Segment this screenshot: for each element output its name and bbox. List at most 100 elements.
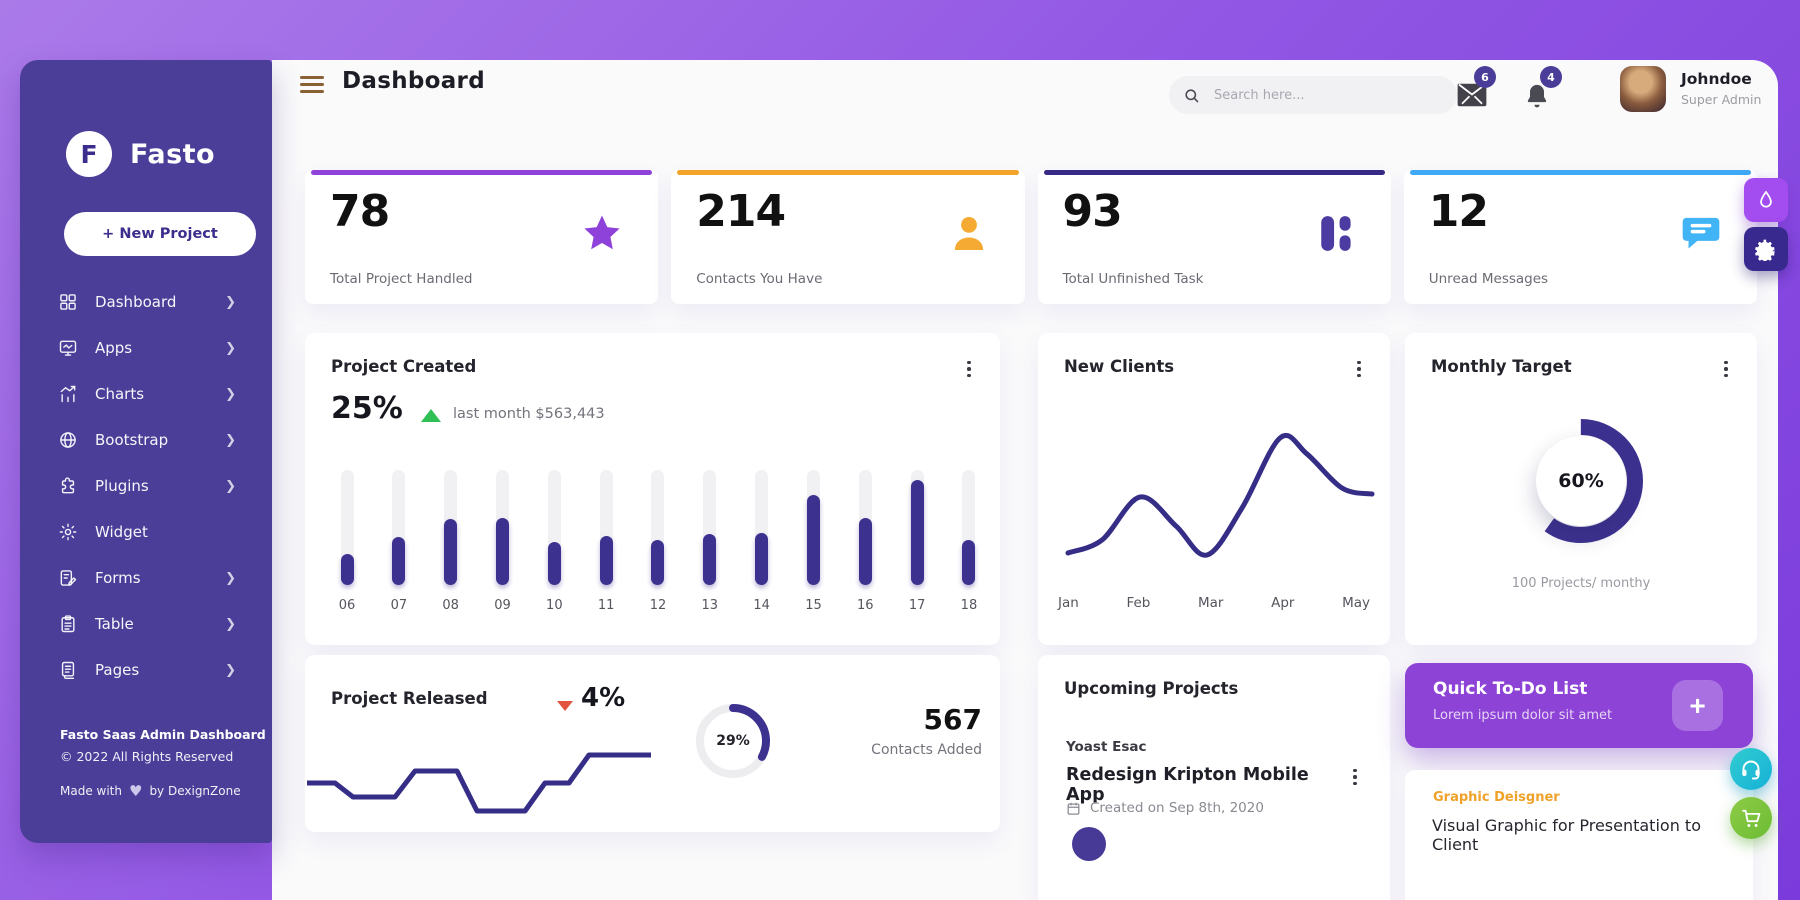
bar-fill <box>547 542 561 585</box>
bar-x-label: 15 <box>805 598 822 613</box>
new-project-button[interactable]: + New Project <box>64 212 256 256</box>
chat-icon <box>1679 211 1723 255</box>
brand-logo[interactable]: F Fasto <box>66 131 215 177</box>
star-icon <box>580 211 624 255</box>
project-released-title: Project Released <box>331 689 488 708</box>
bar-track <box>495 470 509 585</box>
avatar <box>1620 66 1666 112</box>
bar-x-label: 08 <box>442 598 459 613</box>
monthly-target-title: Monthly Target <box>1431 357 1572 376</box>
stat-value: 78 <box>330 186 390 237</box>
project-created-title: Project Created <box>331 357 477 376</box>
sidebar-item-dashboard[interactable]: Dashboard ❯ <box>50 281 250 323</box>
contacts-added-label: Contacts Added <box>871 742 982 758</box>
footer-made-with: Made with <box>60 784 122 798</box>
search-bar[interactable] <box>1169 76 1457 114</box>
sidebar-item-apps[interactable]: Apps ❯ <box>50 327 250 369</box>
stat-value: 214 <box>696 186 786 237</box>
project-created-menu-button[interactable] <box>960 359 978 379</box>
bar-x-label: 18 <box>960 598 978 613</box>
bar-fill <box>755 533 769 585</box>
sidebar-footer: Fasto Saas Admin Dashboard © 2022 All Ri… <box>60 727 266 800</box>
new-clients-menu-button[interactable] <box>1350 359 1368 379</box>
sidebar-item-charts[interactable]: Charts ❯ <box>50 373 250 415</box>
chevron-right-icon: ❯ <box>225 340 236 356</box>
bar-fill <box>806 495 820 585</box>
gear-icon <box>1755 239 1775 261</box>
monthly-target-card: Monthly Target 60% 100 Projects/ monthy <box>1405 333 1757 645</box>
search-icon <box>1185 88 1199 102</box>
stat-value: 93 <box>1062 186 1123 237</box>
stat-value: 12 <box>1428 186 1489 237</box>
notifications-button[interactable]: 4 <box>1516 66 1562 116</box>
search-input[interactable] <box>1212 86 1396 104</box>
page-title: Dashboard <box>342 68 485 94</box>
sidebar-item-plugins[interactable]: Plugins ❯ <box>50 465 250 507</box>
theme-switcher-button[interactable] <box>1744 178 1788 222</box>
stat-accent-bar <box>311 170 653 175</box>
puzzle-icon <box>58 476 78 496</box>
chevron-right-icon: ❯ <box>225 616 236 632</box>
task-description: Visual Graphic for Presentation to Clien… <box>1432 816 1701 854</box>
bar-column: 12 <box>650 470 666 613</box>
upcoming-project-name[interactable]: Redesign Kripton Mobile App <box>1066 765 1309 805</box>
sidebar-menu: Dashboard ❯ Apps ❯ Charts ❯ Bootstrap ❯ … <box>50 281 250 695</box>
droplet-icon <box>1760 191 1772 208</box>
sidebar-item-label: Dashboard <box>95 293 177 311</box>
bar-x-label: 06 <box>338 598 356 613</box>
bar-track <box>444 470 458 585</box>
grid-icon <box>58 292 78 312</box>
chevron-right-icon: ❯ <box>225 570 236 586</box>
messages-button[interactable]: 6 <box>1450 66 1496 116</box>
stat-card: 214 Contacts You Have <box>671 170 1025 304</box>
add-todo-button[interactable]: + <box>1672 680 1723 731</box>
hamburger-menu-icon[interactable] <box>300 76 324 93</box>
settings-button[interactable] <box>1744 227 1788 271</box>
user-menu[interactable]: Johndoe Super Admin <box>1620 66 1761 112</box>
support-button[interactable] <box>1730 748 1772 790</box>
sidebar-item-label: Apps <box>95 339 133 357</box>
stat-accent-bar <box>1409 170 1751 175</box>
tiles-icon <box>1313 211 1357 255</box>
x-axis-label: Feb <box>1126 595 1151 611</box>
bar-fill <box>651 540 665 585</box>
bar-fill <box>392 537 406 585</box>
x-axis-label: Mar <box>1197 595 1224 611</box>
footer-copyright: © 2022 All Rights Reserved <box>60 749 234 764</box>
trend-up-icon <box>421 409 441 422</box>
sidebar-item-label: Forms <box>95 569 141 587</box>
stat-card: 12 Unread Messages <box>1403 170 1757 304</box>
bar-x-label: 09 <box>494 598 511 613</box>
bar-column: 13 <box>702 470 718 613</box>
upcoming-project-menu-button[interactable] <box>1346 767 1364 787</box>
bar-x-label: 11 <box>597 598 615 613</box>
chevron-right-icon: ❯ <box>225 386 236 402</box>
x-axis-label: Jan <box>1058 595 1079 611</box>
bar-fill <box>858 518 872 585</box>
sidebar-item-label: Charts <box>95 385 145 403</box>
quick-todo-card: Quick To-Do List Lorem ipsum dolor sit a… <box>1405 663 1753 748</box>
chevron-right-icon: ❯ <box>225 432 236 448</box>
user-name: Johndoe <box>1681 70 1752 88</box>
globe-icon <box>58 430 78 450</box>
cart-button[interactable] <box>1730 797 1772 839</box>
upcoming-created-row: Created on Sep 8th, 2020 <box>1066 800 1264 816</box>
sidebar-item-widget[interactable]: Widget ❯ <box>50 511 250 553</box>
stat-accent-bar <box>677 170 1019 175</box>
mail-icon <box>1457 83 1487 107</box>
bar-track <box>806 470 820 585</box>
sidebar-item-bootstrap[interactable]: Bootstrap ❯ <box>50 419 250 461</box>
trend-down-icon <box>557 701 573 711</box>
bar-column: 07 <box>391 470 407 613</box>
bar-track <box>651 470 665 585</box>
stat-label: Contacts You Have <box>696 271 823 287</box>
sidebar-item-forms[interactable]: Forms ❯ <box>50 557 250 599</box>
sidebar-item-table[interactable]: Table ❯ <box>50 603 250 645</box>
sidebar-item-pages[interactable]: Pages ❯ <box>50 649 250 691</box>
bar-fill <box>495 518 509 585</box>
stat-card-row: 78 Total Project Handled 214 Contacts Yo… <box>305 170 1757 304</box>
bar-x-label: 17 <box>908 598 926 613</box>
project-member-avatar <box>1072 827 1106 861</box>
bar-track <box>340 470 354 585</box>
monthly-target-menu-button[interactable] <box>1717 359 1735 379</box>
